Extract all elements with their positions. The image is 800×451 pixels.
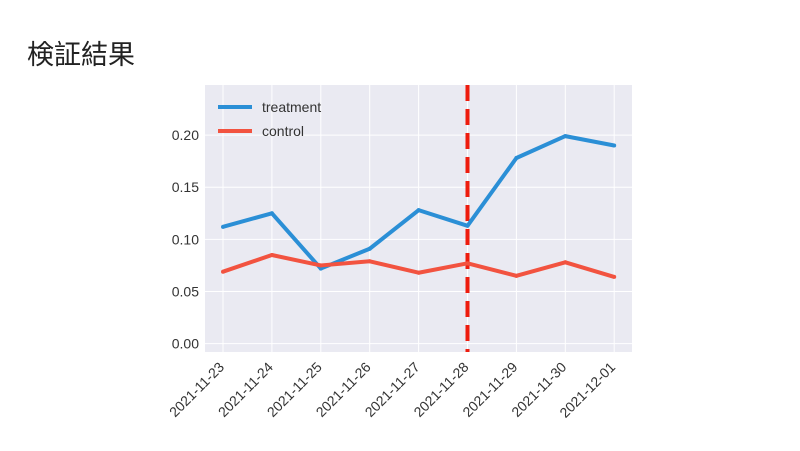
data-point-control (269, 253, 274, 258)
data-point-control (514, 273, 519, 278)
series-lines (221, 134, 617, 279)
data-point-treatment (465, 223, 470, 228)
data-point-treatment (514, 156, 519, 161)
data-point-control (465, 261, 470, 266)
data-point-control (221, 269, 225, 274)
y-tick-label: 0.00 (172, 336, 199, 352)
y-tick-label: 0.20 (172, 127, 199, 143)
data-point-control (416, 270, 421, 275)
data-point-treatment (221, 224, 225, 229)
data-point-treatment (563, 134, 568, 139)
data-point-control (318, 263, 323, 268)
legend: treatment control (218, 99, 321, 139)
data-point-treatment (318, 266, 323, 271)
x-axis-ticks: 2021-11-232021-11-242021-11-252021-11-26… (166, 359, 619, 421)
y-tick-label: 0.05 (172, 284, 199, 300)
data-point-control (612, 274, 617, 279)
legend-label-control: control (262, 123, 304, 139)
grid (205, 85, 632, 352)
y-tick-label: 0.15 (172, 179, 199, 195)
data-point-treatment (269, 211, 274, 216)
data-point-treatment (612, 143, 617, 148)
y-axis-ticks: 0.00 0.05 0.10 0.15 0.20 (172, 127, 199, 352)
data-point-treatment (367, 246, 372, 251)
y-tick-label: 0.10 (172, 231, 199, 247)
legend-label-treatment: treatment (262, 99, 321, 115)
slide-title: 検証結果 (27, 40, 135, 71)
data-point-control (367, 259, 372, 264)
data-point-treatment (416, 208, 421, 213)
data-point-control (563, 260, 568, 265)
